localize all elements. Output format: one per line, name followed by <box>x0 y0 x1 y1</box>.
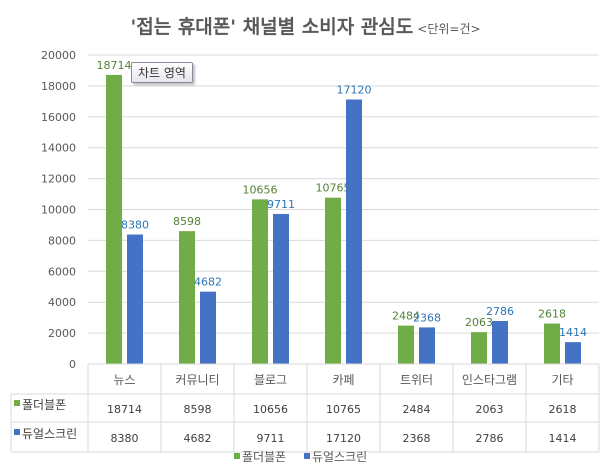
table-cell: 1414 <box>549 432 577 445</box>
table-cell: 10656 <box>253 403 288 416</box>
table-legend-key <box>14 429 20 435</box>
table-legend-key <box>14 400 20 406</box>
y-tick-label: 8000 <box>48 234 76 247</box>
y-tick-label: 14000 <box>41 142 76 155</box>
data-label: 10765 <box>316 182 351 195</box>
chart-area-tooltip: 차트 영역 <box>131 62 193 83</box>
bar-dualscreen <box>273 213 289 364</box>
table-cell: 9711 <box>257 432 285 445</box>
y-tick-label: 10000 <box>41 204 76 217</box>
table-cell: 4682 <box>184 432 212 445</box>
chart-title-main: '접는 휴대폰' 채널별 소비자 관심도 <box>130 16 414 38</box>
data-label: 8598 <box>173 215 201 228</box>
data-label: 18714 <box>97 59 132 72</box>
x-tick-label: 트위터 <box>400 373 433 387</box>
table-series-name: 폴더블폰 <box>22 398 66 412</box>
x-tick-label: 인스타그램 <box>462 373 517 387</box>
y-tick-label: 0 <box>69 358 76 371</box>
table-cell: 2063 <box>476 403 504 416</box>
bar-foldable <box>398 325 414 364</box>
data-label: 2063 <box>465 316 493 329</box>
x-tick-label: 블로그 <box>254 373 287 387</box>
data-label: 1414 <box>559 326 587 339</box>
table-cell: 2368 <box>403 432 431 445</box>
bar-foldable <box>325 197 341 364</box>
bar-foldable <box>106 74 122 364</box>
bar-foldable <box>252 199 268 364</box>
y-tick-label: 6000 <box>48 265 76 278</box>
bar-foldable <box>544 323 560 364</box>
legend-key <box>304 453 310 459</box>
bar-dualscreen <box>346 99 362 364</box>
data-label: 17120 <box>337 83 372 96</box>
chart-title: '접는 휴대폰' 채널별 소비자 관심도 <단위=건> <box>0 12 611 39</box>
table-cell: 8598 <box>184 403 212 416</box>
table-cell: 2786 <box>476 432 504 445</box>
bar-dualscreen <box>565 342 581 364</box>
legend-label: 듀얼스크린 <box>312 450 367 464</box>
bar-foldable <box>471 332 487 364</box>
data-label: 10656 <box>243 183 278 196</box>
data-label: 2618 <box>538 308 566 321</box>
table-cell: 2618 <box>549 403 577 416</box>
x-tick-label: 기타 <box>551 373 573 387</box>
legend-label: 폴더블폰 <box>242 450 286 464</box>
y-tick-label: 16000 <box>41 111 76 124</box>
table-cell: 2484 <box>403 403 431 416</box>
bar-foldable <box>179 231 195 364</box>
table-cell: 17120 <box>326 432 361 445</box>
table-series-name: 듀얼스크린 <box>22 427 77 441</box>
table-cell: 8380 <box>111 432 139 445</box>
data-label: 8380 <box>121 219 149 232</box>
data-label: 2484 <box>392 310 420 323</box>
legend-key <box>234 453 240 459</box>
y-tick-label: 18000 <box>41 80 76 93</box>
x-tick-label: 뉴스 <box>113 373 135 387</box>
data-label: 9711 <box>267 198 295 211</box>
bar-dualscreen <box>200 291 216 364</box>
table-cell: 10765 <box>326 403 361 416</box>
bar-dualscreen <box>419 327 435 364</box>
y-tick-label: 20000 <box>41 49 76 62</box>
data-label: 2786 <box>486 305 514 318</box>
bar-dualscreen <box>127 234 143 364</box>
x-tick-label: 커뮤니티 <box>175 373 219 387</box>
chart-title-unit: <단위=건> <box>417 22 481 36</box>
data-label: 4682 <box>194 276 222 289</box>
data-label: 2368 <box>413 311 441 324</box>
y-tick-label: 2000 <box>48 327 76 340</box>
table-cell: 18714 <box>107 403 142 416</box>
y-tick-label: 4000 <box>48 296 76 309</box>
bar-dualscreen <box>492 320 508 364</box>
x-tick-label: 카페 <box>332 373 354 387</box>
y-tick-label: 12000 <box>41 173 76 186</box>
